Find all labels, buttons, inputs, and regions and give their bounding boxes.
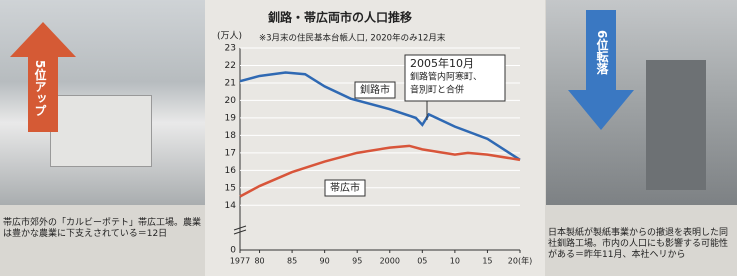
y-tick-label: 14 <box>225 201 237 211</box>
caption: 帯広市郊外の「カルビーポテト」帯広工場。農業は豊かな農業に下支えされている＝12… <box>3 218 203 240</box>
x-tick-label: 95 <box>352 257 362 266</box>
y-tick-label: 0 <box>230 246 236 256</box>
y-tick-label: 17 <box>225 148 236 158</box>
x-tick-label: 2000 <box>380 257 400 266</box>
annotation: 音別町と合併 <box>410 84 464 96</box>
photo-left: 5位アップ <box>0 0 205 205</box>
y-axis-label: (万人) <box>217 31 242 42</box>
factory <box>646 60 706 190</box>
page: 5位アップ 帯広市郊外の「カルビーポテト」帯広工場。農業は豊かな農業に下支えされ… <box>0 0 737 276</box>
y-tick-label: 20 <box>225 96 237 106</box>
y-tick-label: 23 <box>225 44 236 54</box>
chart-title: 釧路・帯広両市の人口推移 <box>267 10 412 25</box>
x-tick-label: 05 <box>417 257 427 266</box>
x-tick-label: 10 <box>450 257 460 266</box>
x-tick-label: 90 <box>320 257 330 266</box>
y-tick-label: 16 <box>225 166 237 176</box>
x-tick-label: 15 <box>482 257 492 266</box>
y-tick-label: 15 <box>225 183 236 193</box>
series-line <box>240 146 520 197</box>
caption: 日本製紙が製紙事業からの撤退を表明した同社釧路工場。市内の人口にも影響する可能性… <box>548 228 736 261</box>
x-tick-label: 20(年) <box>508 256 532 266</box>
chart-subtitle: ※3月末の住民基本台帳人口, 2020年のみ12月末 <box>259 33 446 44</box>
series-label: 釧路市 <box>360 83 390 96</box>
arrow-label: 5位アップ <box>32 60 49 116</box>
series-label: 帯広市 <box>330 181 360 194</box>
arrow-label: 6位転落 <box>594 30 611 74</box>
annotation: 釧路管内阿寒町、 <box>410 71 482 83</box>
y-tick-label: 22 <box>225 61 236 71</box>
chart: 釧路・帯広両市の人口推移 ※3月末の住民基本台帳人口, 2020年のみ12月末 … <box>205 0 545 276</box>
y-tick-label: 21 <box>225 78 236 88</box>
y-tick-label: 18 <box>225 131 237 141</box>
x-tick-label: 80 <box>254 257 264 266</box>
photo-right: 6位転落 <box>546 0 737 205</box>
x-tick-label: 1977 <box>230 257 250 266</box>
annotation: 2005年10月 <box>410 56 474 70</box>
y-tick-label: 19 <box>225 113 237 123</box>
x-tick-label: 85 <box>287 257 297 266</box>
